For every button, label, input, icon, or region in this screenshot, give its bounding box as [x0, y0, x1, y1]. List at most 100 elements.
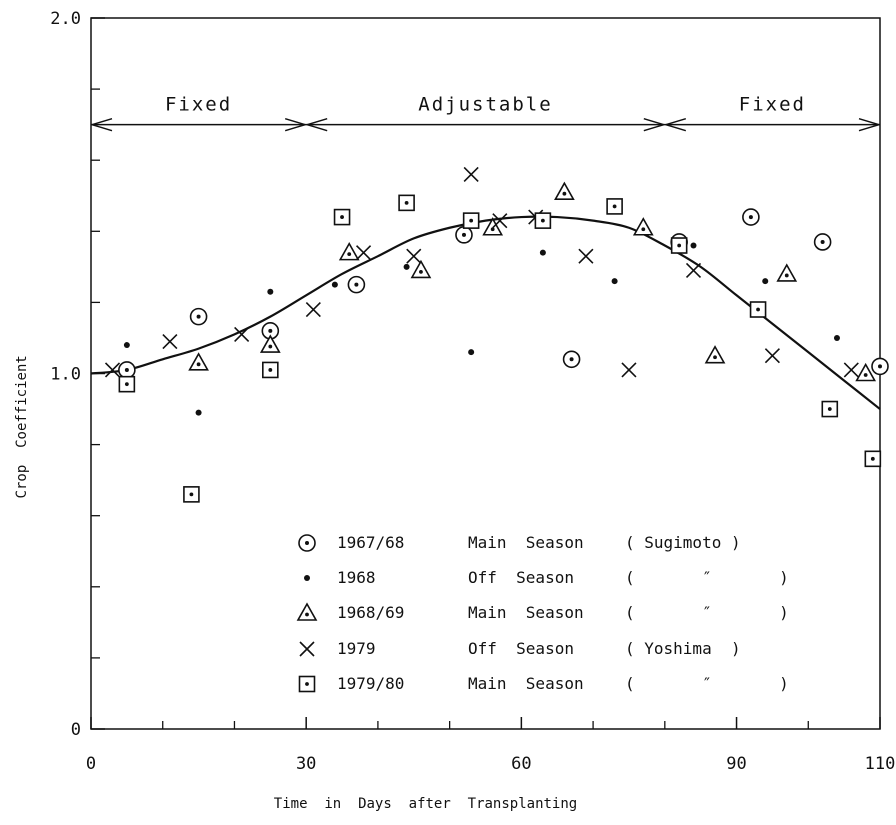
phase-indicators: Fixed Adjustable Fixed	[91, 94, 880, 132]
marker-dot	[304, 575, 310, 581]
marker-triangle	[410, 259, 432, 279]
y-tick-label: 1.0	[50, 365, 81, 385]
data-point-dot	[267, 288, 274, 295]
marker-cross	[234, 326, 250, 342]
marker-dot	[539, 249, 546, 256]
x-tick-label: 90	[726, 754, 746, 774]
data-point-circle-dot	[261, 322, 280, 340]
data-point-square-dot	[670, 237, 688, 254]
phase-arrow-left	[91, 117, 113, 132]
data-point-square-dot	[183, 486, 200, 503]
marker-cross	[299, 641, 315, 657]
marker-center-dot	[196, 362, 201, 367]
marker-center-dot	[419, 270, 423, 274]
data-point-circle-dot	[455, 226, 473, 244]
data-point-circle-dot	[742, 208, 760, 226]
data-point-square-dot	[864, 450, 882, 468]
x-axis-title: Time in Days after Transplanting	[274, 796, 577, 812]
data-point-cross	[305, 301, 321, 318]
legend: 1967/68 Main Season ( Sugimoto ) 1968 Off Se…	[296, 533, 789, 693]
data-point-circle-dot	[562, 350, 581, 369]
marker-center-dot	[569, 357, 574, 362]
data-point-dot	[539, 249, 546, 256]
phase-arrow-right	[858, 117, 880, 132]
marker-cross	[578, 248, 594, 264]
data-point-triangle-dot	[855, 362, 877, 382]
marker-center-dot	[870, 456, 875, 461]
marker-triangle	[554, 181, 575, 200]
y-tick-label: 2.0	[50, 9, 81, 29]
marker-center-dot	[827, 407, 832, 411]
marker-cross	[406, 248, 422, 264]
legend-marker	[304, 575, 310, 581]
marker-center-dot	[305, 682, 309, 686]
fitted-curve	[90, 215, 881, 410]
marker-triangle	[704, 345, 726, 364]
x-tick-label: 110	[865, 754, 896, 774]
legend-year: 1968	[337, 568, 376, 587]
marker-center-dot	[863, 373, 868, 377]
data-point-square-dot	[534, 212, 552, 229]
legend-year: 1979	[337, 639, 376, 658]
data-point-triangle-dot	[188, 352, 209, 371]
data-point-dot	[690, 242, 697, 249]
data-point-triangle-dot	[338, 241, 360, 261]
x-tick-label: 30	[296, 754, 316, 774]
data-point-dot	[468, 349, 475, 356]
marker-center-dot	[469, 218, 474, 223]
marker-triangle	[338, 241, 360, 261]
phase-arrow-right	[643, 117, 665, 132]
marker-dot	[331, 281, 338, 288]
data-point-dot	[195, 409, 202, 416]
legend-source: ( ″ )	[625, 674, 789, 693]
data-point-dot	[833, 334, 840, 341]
marker-dot	[762, 278, 769, 285]
marker-dot	[123, 342, 130, 349]
legend-marker	[298, 534, 316, 552]
marker-triangle	[632, 217, 654, 236]
data-point-circle-dot	[347, 275, 366, 294]
marker-center-dot	[189, 492, 194, 497]
data-point-square-dot	[606, 198, 623, 215]
marker-dot	[690, 242, 697, 249]
data-point-square-dot	[749, 301, 767, 318]
axis-ticks: 0 1.0 2.0 0 30 60 90 110	[50, 9, 895, 774]
legend-season: Off Season	[468, 568, 574, 587]
phase-label: Fixed	[739, 94, 806, 116]
data-point-triangle-dot	[410, 259, 432, 279]
marker-center-dot	[196, 314, 201, 319]
data-point-cross	[764, 348, 780, 364]
legend-source: ( Yoshima )	[625, 639, 741, 658]
data-point-cross	[578, 248, 594, 264]
data-point-square-dot	[118, 375, 136, 393]
data-point-cross	[492, 213, 508, 229]
data-point-cross	[463, 166, 479, 182]
marker-cross	[685, 262, 702, 278]
data-point-cross	[162, 333, 178, 350]
x-tick-label: 0	[86, 754, 96, 774]
marker-center-dot	[340, 215, 344, 219]
marker-center-dot	[124, 367, 129, 372]
data-point-circle-dot	[118, 361, 136, 379]
marker-dot	[833, 334, 840, 341]
legend-season: Off Season	[468, 639, 574, 658]
marker-center-dot	[268, 368, 273, 372]
marker-dot	[195, 409, 202, 416]
marker-center-dot	[540, 218, 545, 223]
marker-dot	[468, 349, 475, 356]
legend-year: 1968/69	[337, 603, 404, 622]
phase-label: Adjustable	[418, 94, 552, 116]
marker-cross	[621, 362, 637, 378]
data-point-dot	[762, 278, 769, 285]
marker-center-dot	[820, 239, 825, 244]
data-point-cross	[355, 245, 372, 261]
marker-center-dot	[124, 382, 129, 387]
data-point-cross	[843, 362, 859, 378]
data-point-square-dot	[398, 194, 415, 212]
legend-source: ( ″ )	[625, 603, 789, 622]
phase-arrow-right	[284, 117, 306, 132]
marker-center-dot	[748, 215, 753, 220]
marker-dot	[611, 278, 618, 285]
marker-center-dot	[562, 191, 567, 196]
data-point-square-dot	[333, 208, 351, 226]
